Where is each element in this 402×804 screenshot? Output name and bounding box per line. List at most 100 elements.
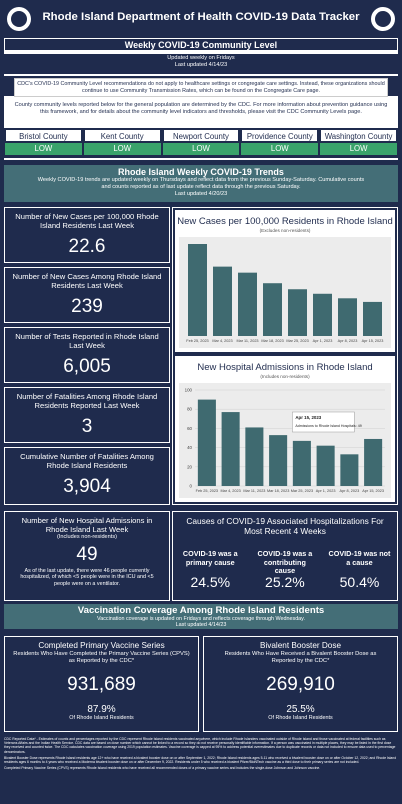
cause: COVID-19 was a primary cause 24.5%	[173, 549, 248, 590]
x-tick-label: Apr 1, 2023	[313, 339, 333, 343]
kpi-value: 3	[81, 416, 93, 437]
section-title: Rhode Island Weekly COVID-19 Trends	[118, 167, 284, 177]
card-title: Completed Primary Vaccine Series	[38, 641, 165, 650]
y-tick-label: 0	[190, 484, 193, 489]
card-percent-label: Of Rhode Island Residents	[268, 715, 333, 721]
cause-value: 50.4%	[339, 574, 380, 590]
county-name: Providence County	[241, 129, 319, 142]
footnote: Bivalent Booster Dose represents Rhode I…	[4, 755, 397, 765]
bar	[316, 445, 335, 486]
kpi-card: Number of Fatalities Among Rhode Island …	[4, 387, 170, 443]
y-tick-label: 80	[187, 407, 192, 412]
bar	[221, 412, 240, 486]
kpi-value: 6,005	[63, 356, 111, 377]
bar	[338, 298, 357, 336]
cause-label: COVID-19 was not a cause	[328, 549, 391, 567]
subtitle: Weekly COVID-19 trends are updated weekl…	[37, 177, 365, 190]
x-tick-label: Mar 25, 2023	[291, 489, 313, 493]
x-tick-label: Apr 8, 2023	[338, 339, 358, 343]
county: Washington County LOW	[320, 129, 397, 155]
bar	[340, 454, 359, 486]
trends-header: Rhode Island Weekly COVID-19 Trends Week…	[4, 165, 398, 202]
county-name: Kent County	[83, 129, 161, 142]
bar	[197, 399, 216, 486]
section-title: Weekly COVID-19 Community Level	[4, 38, 398, 51]
kpi-value: 49	[76, 544, 98, 565]
info: County community levels reported below f…	[14, 102, 388, 115]
cases-chart: New Cases per 100,000 Residents in Rhode…	[175, 210, 395, 352]
chart-subtitle: (Includes non-residents)	[260, 374, 310, 379]
kpi-label: Number of Fatalities Among Rhode Island …	[16, 392, 158, 410]
cause: COVID-19 was a contributing cause 25.2%	[248, 549, 323, 590]
card-label: Residents Who Have Received a Bivalent B…	[224, 651, 377, 664]
notice: CDC's COVID-19 Community Level recommend…	[14, 78, 388, 98]
tooltip-text: Admissions to Rhode Island Hospitals: 49	[295, 424, 361, 428]
last-updated: Last updated 4/20/23	[174, 191, 228, 198]
y-tick-label: 100	[185, 388, 193, 393]
county-name: Bristol County	[5, 129, 82, 142]
x-tick-label: Apr 1, 2023	[316, 489, 336, 493]
bar	[288, 289, 307, 336]
county: Kent County LOW	[83, 129, 161, 155]
kpi-label: Number of New Hospital Admissions in Rho…	[21, 516, 153, 534]
chart-title: New Hospital Admissions in Rhode Island	[197, 362, 372, 373]
kpi-note: As of the last update, there were 46 peo…	[20, 568, 154, 587]
x-tick-label: Apr 8, 2023	[340, 489, 360, 493]
bar	[238, 272, 257, 336]
kpi-value: 239	[71, 296, 103, 317]
kpi-label: Number of Tests Reported in Rhode Island…	[15, 332, 159, 350]
cause: COVID-19 was not a cause 50.4%	[322, 549, 397, 590]
header: Rhode Island Department of Health COVID-…	[0, 0, 402, 38]
subtitle: Vaccination coverage is updated on Frida…	[97, 616, 305, 622]
kpi-sub: (Includes non-residents)	[56, 534, 117, 540]
chart-title: New Cases per 100,000 Residents in Rhode…	[177, 216, 392, 227]
bar	[188, 244, 207, 336]
county-level: LOW	[83, 143, 161, 155]
logo	[7, 7, 31, 31]
y-tick-label: 60	[187, 426, 192, 431]
x-tick-label: Mar 25, 2023	[286, 339, 308, 343]
county: Newport County LOW	[162, 129, 240, 155]
y-tick-label: 20	[187, 464, 192, 469]
county-level: LOW	[241, 143, 319, 155]
bar	[269, 435, 288, 486]
kpi-card: Number of New Cases Among Rhode Island R…	[4, 267, 170, 323]
kpi-label: Cumulative Number of Fatalities Among Rh…	[20, 452, 154, 470]
x-tick-label: Apr 15, 2023	[362, 339, 384, 343]
x-tick-label: Mar 18, 2023	[261, 339, 283, 343]
counties: Bristol County LOW Kent County LOW Newport C…	[4, 128, 398, 158]
footnote: CDC Reported Data* - Estimates of counts…	[4, 737, 396, 754]
cause-value: 25.2%	[265, 574, 305, 590]
last-updated: Last updated 4/14/23	[175, 622, 227, 628]
section-title: Vaccination Coverage Among Rhode Island …	[77, 605, 325, 616]
card-percent: 87.9%	[87, 704, 116, 715]
kpi-value: 22.6	[68, 236, 106, 257]
bar	[364, 438, 383, 486]
card-value: 269,910	[266, 674, 335, 695]
chart-subtitle: (Excludes non-residents)	[260, 228, 311, 233]
kpi-card: Cumulative Number of Fatalities Among Rh…	[4, 447, 170, 505]
footnotes: CDC Reported Data* - Estimates of counts…	[4, 737, 398, 801]
bar	[213, 266, 232, 336]
bar	[292, 440, 311, 486]
x-tick-label: Mar 11, 2023	[243, 489, 265, 493]
bar	[363, 301, 382, 336]
kpi-label: Number of New Cases Among Rhode Island R…	[12, 272, 162, 290]
causes-card: Causes of COVID-19 Associated Hospitaliz…	[172, 511, 398, 601]
title: Rhode Island Department of Health COVID-…	[42, 11, 360, 23]
county-level: LOW	[5, 143, 82, 155]
logo	[371, 7, 395, 31]
x-tick-label: Mar 11, 2023	[236, 339, 258, 343]
cause-value: 24.5%	[190, 574, 231, 590]
x-tick-label: Apr 15, 2023	[362, 489, 384, 493]
causes-title: Causes of COVID-19 Associated Hospitaliz…	[186, 516, 384, 536]
kpi-label: Number of New Cases per 100,000 Rhode Is…	[15, 212, 159, 230]
vaccination-header: Vaccination Coverage Among Rhode Island …	[4, 604, 398, 629]
card-percent-label: Of Rhode Island Residents	[69, 715, 134, 721]
x-tick-label: Feb 25, 2023	[196, 489, 218, 493]
x-tick-label: Feb 25, 2023	[186, 339, 208, 343]
bar	[313, 293, 332, 336]
x-tick-label: Mar 18, 2023	[267, 489, 289, 493]
card-label: Residents Who Have Completed the Primary…	[13, 651, 190, 664]
